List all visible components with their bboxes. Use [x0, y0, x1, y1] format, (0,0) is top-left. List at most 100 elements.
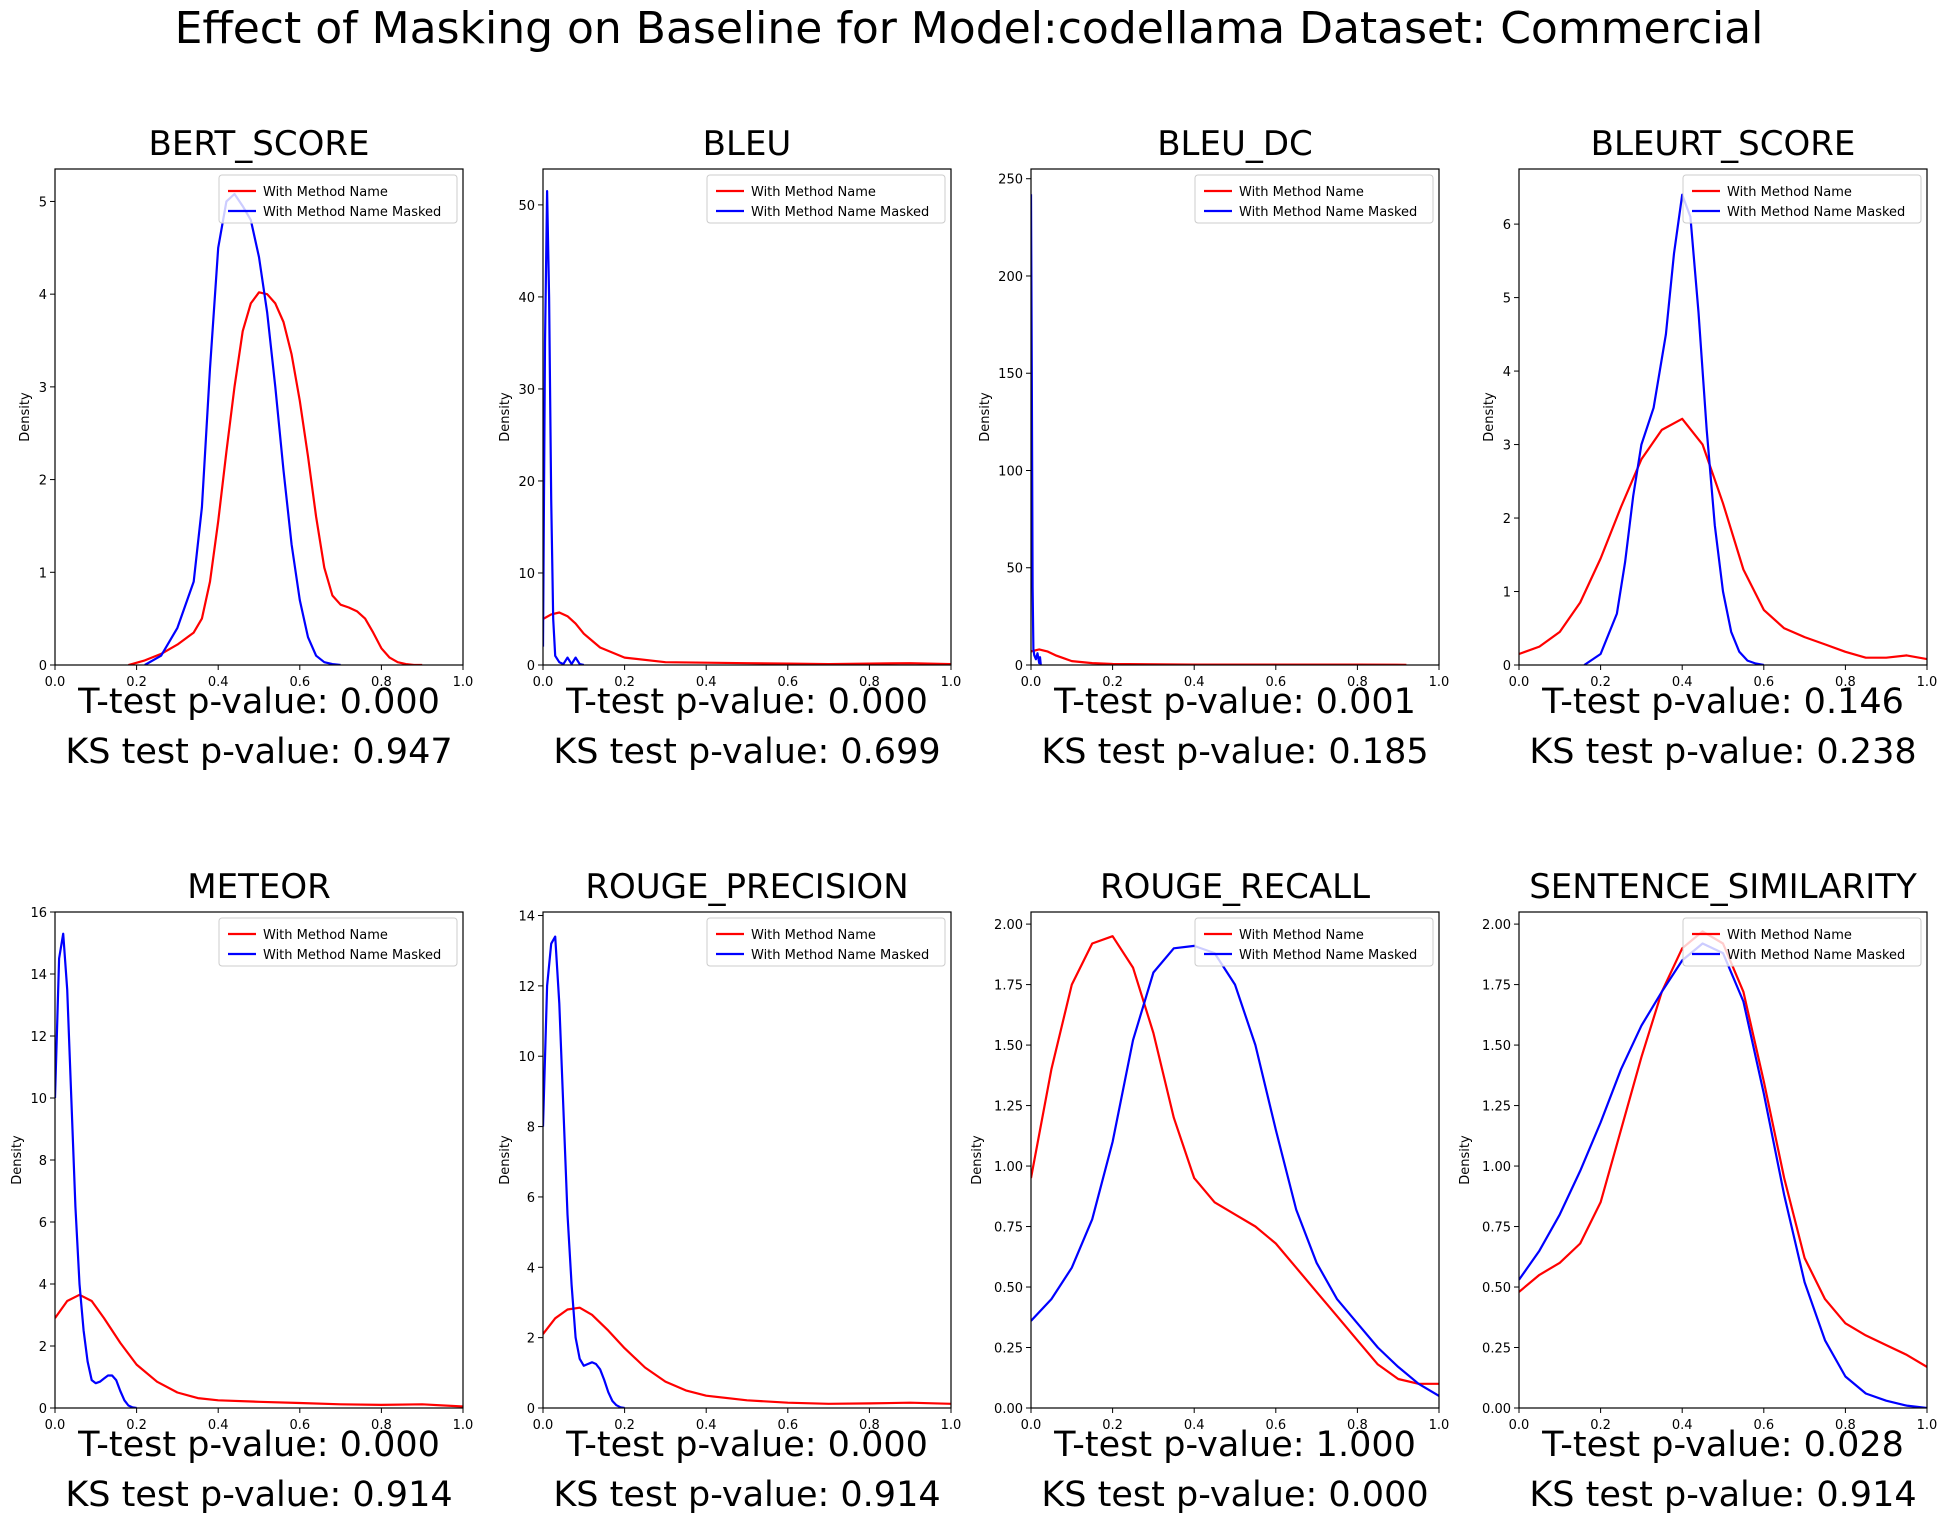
- x-tick-label: 1.0: [453, 675, 474, 690]
- y-tick-label: 4: [1503, 365, 1511, 380]
- axes-frame: [54, 168, 464, 666]
- y-tick-label: 2.00: [1482, 918, 1511, 933]
- y-tick-label: 4: [39, 1278, 47, 1293]
- x-tick-label: 0.2: [126, 675, 147, 690]
- y-tick-label: 2: [39, 474, 47, 489]
- y-tick-label: 8: [39, 1154, 47, 1169]
- y-tick-label: 6: [39, 1216, 47, 1231]
- y-axis-label: Density: [10, 1135, 25, 1185]
- axes-frame: [54, 911, 464, 1409]
- y-tick-label: 14: [30, 968, 47, 983]
- kstest-result: KS test p-value: 0.914: [1529, 1475, 1917, 1515]
- legend-label: With Method Name: [1727, 185, 1852, 200]
- x-tick-label: 0.6: [1265, 1418, 1286, 1433]
- panel-title: ROUGE_RECALL: [1099, 867, 1371, 907]
- y-tick-label: 0.00: [1482, 1402, 1511, 1417]
- kstest-result: KS test p-value: 0.914: [65, 1475, 453, 1515]
- ttest-result: T-test p-value: 0.000: [78, 682, 440, 722]
- axes-frame: [542, 911, 952, 1409]
- y-tick-label: 6: [1503, 218, 1511, 233]
- legend: With Method Name With Method Name Masked: [706, 917, 946, 967]
- y-axis-label: Density: [498, 1135, 513, 1185]
- legend: With Method Name With Method Name Masked: [218, 917, 458, 967]
- x-tick-label: 0.8: [1347, 1418, 1368, 1433]
- y-tick-label: 0: [39, 659, 47, 674]
- kstest-result: KS test p-value: 0.914: [553, 1475, 941, 1515]
- legend-label: With Method Name Masked: [1239, 948, 1417, 963]
- kstest-result: KS test p-value: 0.947: [65, 732, 453, 772]
- legend: With Method Name With Method Name Masked: [1682, 174, 1922, 224]
- y-tick-label: 1: [39, 566, 47, 581]
- x-tick-label: 0.0: [1509, 675, 1530, 690]
- y-tick-label: 1.00: [1482, 1160, 1511, 1175]
- series-line: [1519, 942, 1927, 1408]
- y-tick-label: 0: [39, 1402, 47, 1417]
- y-tick-label: 50: [1006, 562, 1023, 577]
- x-tick-label: 0.6: [777, 1418, 798, 1433]
- x-tick-label: 1.0: [941, 1418, 962, 1433]
- axes-frame: [1518, 168, 1928, 666]
- x-tick-label: 0.8: [371, 675, 392, 690]
- chart-panel: 0.0 0.2 0.4 0.6 0.8 1.0 0.00 0.25 0.50 0.75 1.00 1.…: [1458, 911, 1937, 1433]
- x-tick-label: 0.0: [1509, 1418, 1530, 1433]
- y-tick-label: 0.75: [1482, 1221, 1511, 1236]
- panel-title: METEOR: [187, 867, 331, 907]
- x-tick-label: 0.6: [289, 675, 310, 690]
- y-tick-label: 50: [518, 199, 535, 214]
- x-tick-label: 0.4: [208, 675, 229, 690]
- x-tick-label: 0.8: [371, 1418, 392, 1433]
- panel-title: BLEU: [702, 124, 792, 164]
- y-tick-label: 0.25: [994, 1342, 1023, 1357]
- y-axis-label: Density: [1482, 392, 1497, 442]
- y-tick-label: 3: [39, 381, 47, 396]
- y-axis-label: Density: [18, 392, 33, 442]
- x-tick-label: 0.4: [1184, 1418, 1205, 1433]
- y-tick-label: 0: [1503, 659, 1511, 674]
- chart-panel: 0.0 0.2 0.4 0.6 0.8 1.0 0 10 20 30 40 50 Density With…: [498, 168, 962, 690]
- series-line: [55, 932, 137, 1408]
- x-tick-label: 0.8: [859, 675, 880, 690]
- series-line: [543, 190, 585, 665]
- y-tick-label: 0.25: [1482, 1342, 1511, 1357]
- x-tick-label: 0.0: [45, 675, 66, 690]
- x-tick-label: 0.2: [1590, 675, 1611, 690]
- panel-title: ROUGE_PRECISION: [585, 867, 909, 907]
- chart-panel: 0.0 0.2 0.4 0.6 0.8 1.0 0.00 0.25 0.50 0.75 1.00 1.…: [970, 911, 1449, 1433]
- x-tick-label: 0.2: [126, 1418, 147, 1433]
- series-line: [1031, 935, 1439, 1385]
- y-tick-label: 5: [39, 195, 47, 210]
- series-line: [128, 291, 423, 665]
- series-line: [543, 611, 951, 665]
- axes-frame: [1518, 911, 1928, 1409]
- legend-label: With Method Name Masked: [263, 205, 441, 220]
- x-tick-label: 0.2: [1102, 675, 1123, 690]
- ttest-result: T-test p-value: 1.000: [1054, 1425, 1416, 1465]
- y-axis-label: Density: [978, 392, 993, 442]
- series-line: [543, 935, 625, 1408]
- x-tick-label: 0.0: [533, 675, 554, 690]
- panel-title: BERT_SCORE: [148, 124, 370, 164]
- y-tick-label: 0.50: [994, 1281, 1023, 1296]
- y-tick-label: 4: [39, 288, 47, 303]
- series-line: [1519, 930, 1927, 1368]
- legend-label: With Method Name: [751, 928, 876, 943]
- y-tick-label: 4: [527, 1261, 535, 1276]
- legend-label: With Method Name: [1239, 928, 1364, 943]
- y-tick-label: 5: [1503, 292, 1511, 307]
- y-tick-label: 3: [1503, 439, 1511, 454]
- y-tick-label: 1.50: [994, 1039, 1023, 1054]
- x-tick-label: 0.8: [1835, 1418, 1856, 1433]
- legend-label: With Method Name Masked: [1727, 948, 1905, 963]
- legend-label: With Method Name Masked: [1727, 205, 1905, 220]
- legend-label: With Method Name Masked: [751, 948, 929, 963]
- axes-frame: [1030, 168, 1440, 666]
- x-tick-label: 1.0: [941, 675, 962, 690]
- x-tick-label: 0.0: [1021, 1418, 1042, 1433]
- legend: With Method Name With Method Name Masked: [1194, 174, 1434, 224]
- series-line: [1031, 194, 1042, 665]
- y-axis-label: Density: [1458, 1135, 1473, 1185]
- figure-title: Effect of Masking on Baseline for Model:…: [174, 3, 1764, 54]
- ttest-result: T-test p-value: 0.146: [1542, 682, 1904, 722]
- x-tick-label: 0.8: [859, 1418, 880, 1433]
